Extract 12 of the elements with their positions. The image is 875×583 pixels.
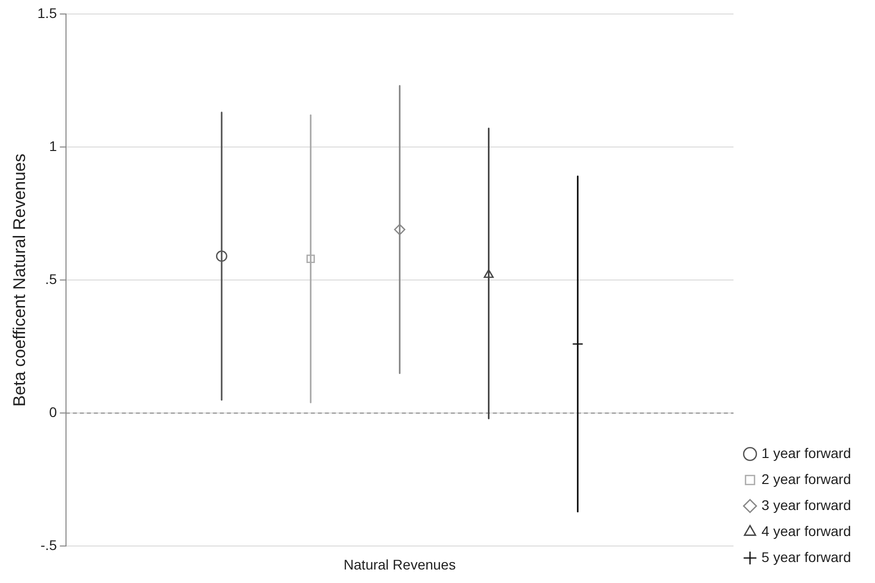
legend-label: 5 year forward xyxy=(762,548,851,565)
legend-label: 2 year forward xyxy=(762,470,851,487)
y-tick-label: 0 xyxy=(49,404,58,420)
y-tick-label: .5 xyxy=(45,270,58,287)
y-axis-title: Beta coefficent Natural Revenues xyxy=(10,154,29,407)
y-tick-label: -.5 xyxy=(40,537,58,554)
legend-label: 1 year forward xyxy=(762,444,851,461)
legend-label: 3 year forward xyxy=(762,496,851,513)
legend-label: 4 year forward xyxy=(762,522,851,539)
y-tick-label: 1.5 xyxy=(37,4,58,21)
y-tick-label: 1 xyxy=(49,138,58,154)
x-tick-label: Natural Revenues xyxy=(344,556,456,572)
